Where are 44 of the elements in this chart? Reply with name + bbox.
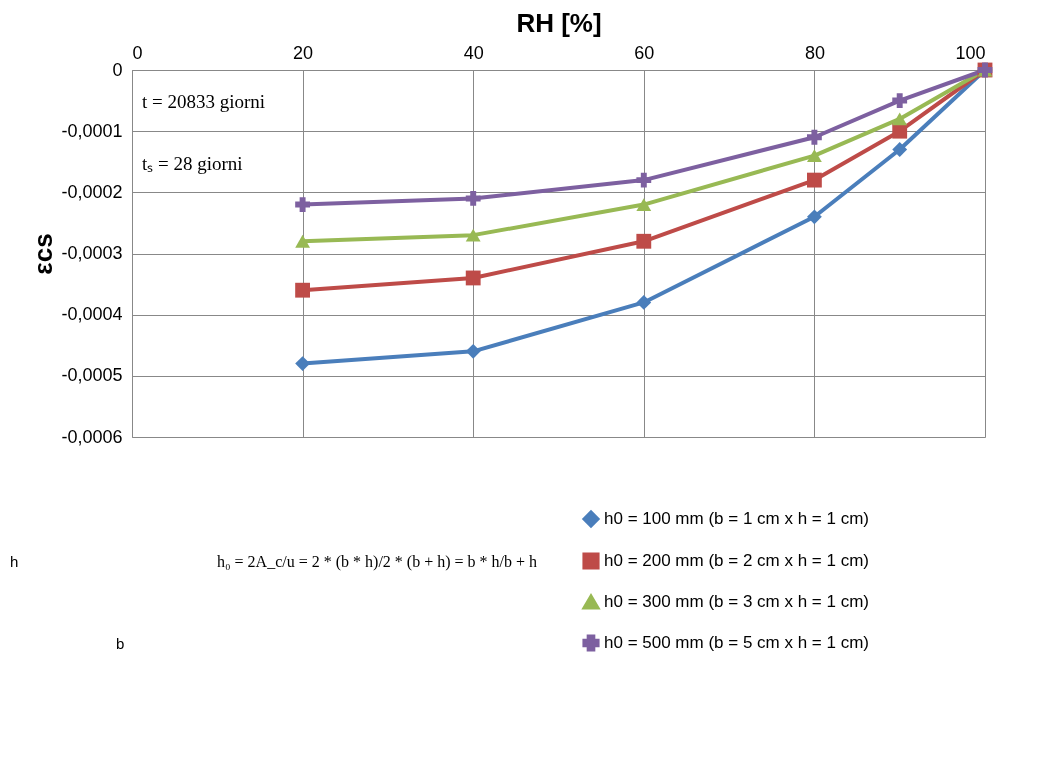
point [892,123,908,139]
point [295,282,311,298]
point [892,142,908,157]
point [295,234,311,248]
point [806,172,822,188]
annotation: tₛ = 28 giorni [142,153,243,174]
legend-label: h0 = 100 mm (b = 1 cm x h = 1 cm) [604,509,870,528]
point [806,129,822,145]
legend-label: h0 = 300 mm (b = 3 cm x h = 1 cm) [604,592,870,611]
x-tick-label: 20 [293,42,314,63]
x-axis-title: RH [%] [516,7,602,38]
y-tick-label: -0,0003 [61,243,123,263]
y-tick-label: -0,0001 [61,120,123,141]
point [636,172,652,188]
x-tick-label: 100 [955,42,986,63]
y-tick-label: -0,0006 [61,426,123,447]
point [295,197,311,212]
annotation: t = 20833 giorni [142,91,266,112]
point [295,356,311,372]
x-tick-label: 0 [132,42,143,63]
point [636,198,652,211]
point [465,343,481,359]
x-tick-label: 40 [463,42,484,63]
point [465,228,481,242]
point [806,149,822,163]
point [465,270,481,286]
point [892,93,908,108]
y-axis-title: εcs [28,233,59,275]
legend-label: h0 = 500 mm (b = 5 cm x h = 1 cm) [604,633,870,652]
y-tick-label: -0,0002 [61,181,123,202]
point [806,209,822,225]
point [636,295,652,310]
text: h [10,553,19,570]
y-tick-label: -0,0005 [61,365,123,386]
x-tick-label: 60 [634,42,655,63]
legend-label: h0 = 200 mm (b = 2 cm x h = 1 cm) [604,551,870,570]
text: b [116,635,125,652]
y-tick-label: 0 [112,59,123,80]
point [636,233,652,249]
text: h₀ = 2A_c/u = 2 * (b * h)/2 * (b + h) = b * h/b + h [217,553,537,571]
y-tick-label: -0,0004 [61,304,123,325]
point [892,112,908,126]
x-tick-label: 80 [804,42,825,63]
point [465,191,481,206]
